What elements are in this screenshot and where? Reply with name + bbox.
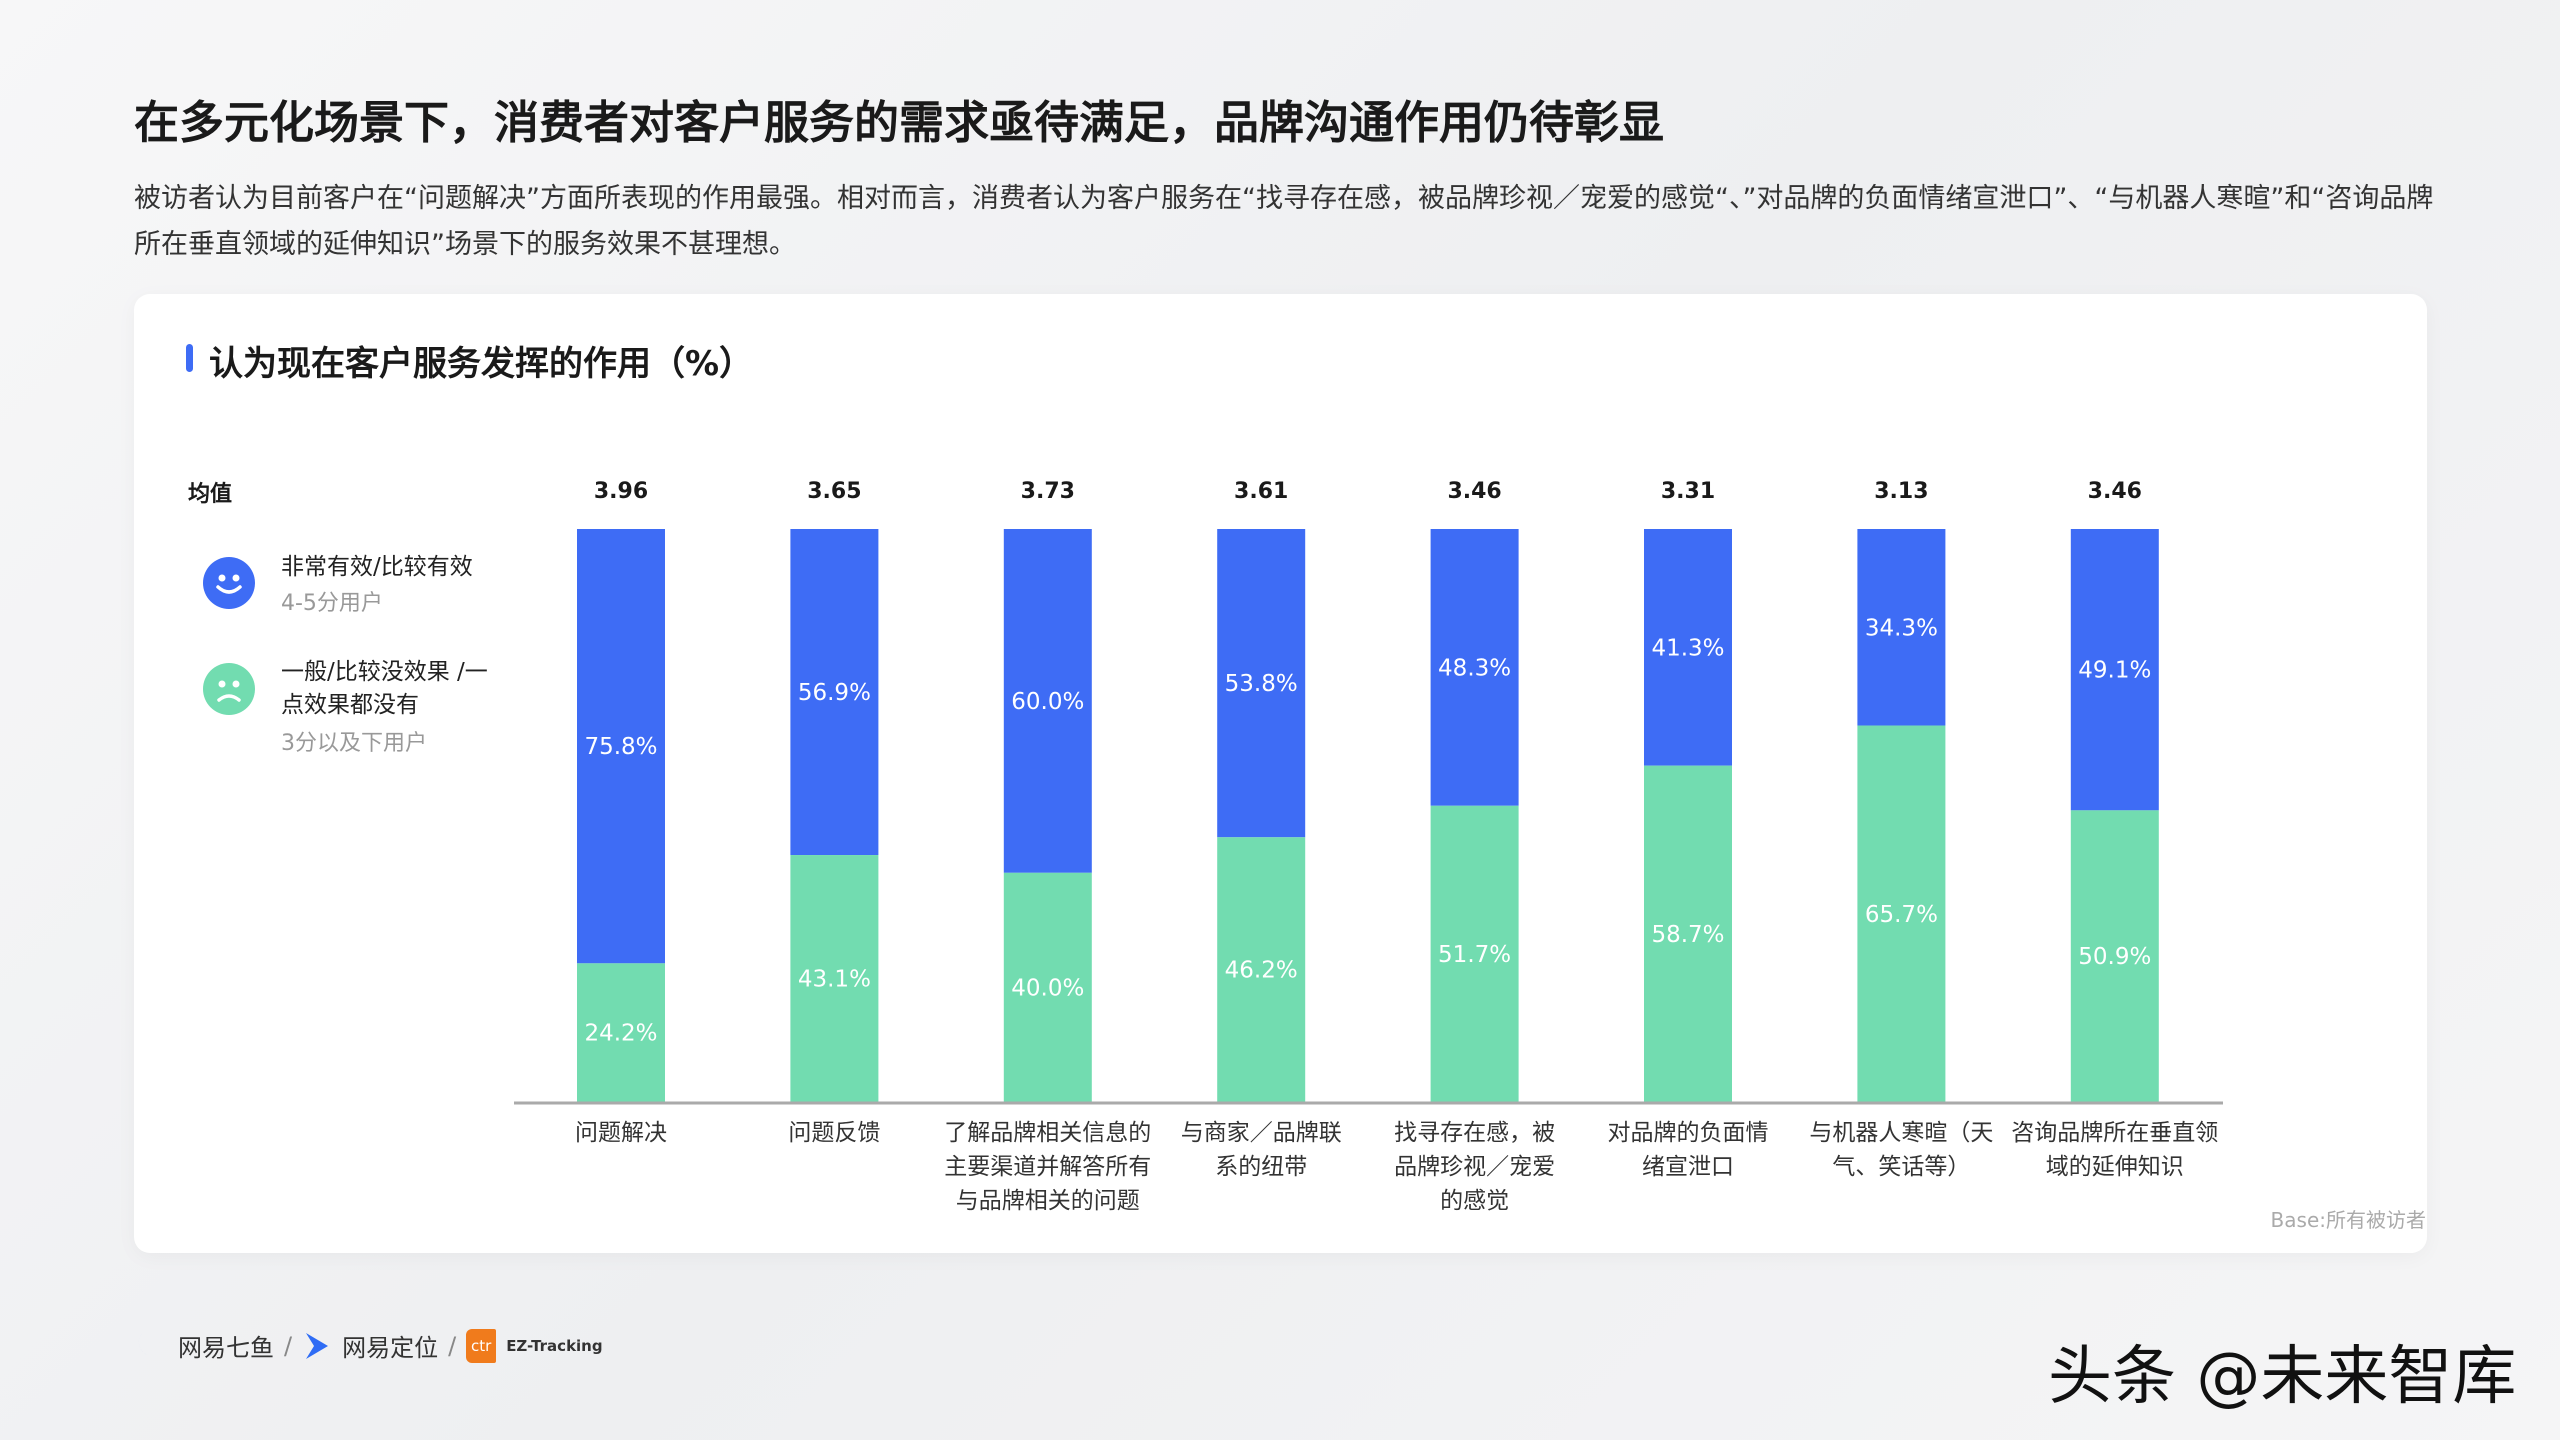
bar-segment-effective — [1857, 529, 1946, 726]
bar-segment-ineffective — [1217, 837, 1306, 1102]
data-label-effective: 34.3% — [1865, 615, 1938, 641]
legend-label-ineffective-2: 点效果都没有 — [281, 692, 419, 718]
mean-value: 3.65 — [807, 479, 861, 504]
category-label: 与品牌相关的问题 — [956, 1188, 1140, 1214]
category-label: 气、笑话等） — [1832, 1154, 1970, 1180]
data-label-effective: 48.3% — [1438, 655, 1511, 681]
legend-label-effective: 非常有效/比较有效 — [281, 554, 473, 580]
data-label-effective: 53.8% — [1225, 671, 1298, 697]
mean-label: 均值 — [188, 482, 233, 507]
page-title: 在多元化场景下，消费者对客户服务的需求亟待满足，品牌沟通作用仍待彰显 — [134, 96, 1665, 149]
data-label-effective: 60.0% — [1011, 689, 1084, 715]
legend-label-ineffective-1: 一般/比较没效果 /一 — [281, 659, 488, 685]
category-label: 域的延伸知识 — [2046, 1154, 2184, 1180]
mean-value: 3.73 — [1021, 479, 1075, 504]
data-label-ineffective: 43.1% — [798, 967, 871, 993]
bar-segment-ineffective — [790, 855, 879, 1102]
separator: / — [284, 1331, 293, 1360]
bar-segment-ineffective — [1003, 872, 1092, 1102]
category-label: 的感觉 — [1440, 1188, 1509, 1214]
data-label-effective: 56.9% — [798, 680, 871, 706]
data-label-ineffective: 40.0% — [1011, 975, 1084, 1001]
sad-face-icon — [203, 663, 255, 715]
data-label-ineffective: 46.2% — [1225, 958, 1298, 984]
category-label: 问题反馈 — [788, 1120, 880, 1146]
chart-title: 认为现在客户服务发挥的作用（%） — [209, 344, 754, 384]
qiyu-logo-icon — [138, 1332, 164, 1356]
data-label-effective: 49.1% — [2078, 658, 2151, 684]
legend-sub-ineffective: 3分以及下用户 — [281, 731, 427, 756]
data-label-ineffective: 50.9% — [2078, 944, 2151, 970]
smile-face-icon — [203, 557, 255, 609]
watermark: 头条 @未来智库 — [2048, 1340, 2517, 1414]
bar-segment-effective — [1003, 529, 1092, 873]
category-label: 问题解决 — [575, 1120, 667, 1146]
category-label: 对品牌的负面情 — [1608, 1120, 1769, 1146]
logo-ez-tracking: EZ-Tracking — [506, 1336, 603, 1355]
bar-segment-ineffective — [577, 963, 665, 1102]
ez-tracking-logo-icon: ctr — [466, 1328, 497, 1363]
bar-segment-effective — [1217, 529, 1306, 838]
bar-segment-effective — [790, 529, 879, 856]
footer-logos: 网易七鱼 / 网易定位 / ctr EZ-Tracking — [134, 1328, 603, 1363]
data-label-ineffective: 65.7% — [1865, 902, 1938, 928]
mean-value: 3.96 — [594, 479, 648, 504]
data-label-ineffective: 51.7% — [1438, 942, 1511, 968]
category-label: 品牌珍视／宠爱 — [1394, 1154, 1555, 1180]
mean-value: 3.46 — [1447, 479, 1501, 504]
dingwei-logo-icon — [306, 1332, 329, 1359]
bar-segment-ineffective — [1644, 765, 1732, 1102]
category-label: 与机器人寒暄（天 — [1809, 1120, 1993, 1146]
data-label-effective: 75.8% — [584, 734, 657, 760]
bar-segment-ineffective — [1857, 725, 1946, 1102]
category-label: 主要渠道并解答所有 — [944, 1154, 1151, 1180]
data-label-ineffective: 24.2% — [584, 1021, 657, 1047]
category-label: 咨询品牌所在垂直领 — [2011, 1120, 2218, 1146]
category-label: 系的纽带 — [1215, 1154, 1307, 1180]
category-label: 了解品牌相关信息的 — [944, 1120, 1151, 1146]
bar-segment-effective — [1644, 529, 1732, 766]
category-label: 与商家／品牌联 — [1181, 1120, 1342, 1146]
data-label-ineffective: 58.7% — [1651, 922, 1724, 948]
logo-qiyu: 网易七鱼 — [178, 1334, 274, 1362]
mean-value: 3.61 — [1234, 479, 1288, 504]
bar-segment-effective — [2070, 529, 2159, 811]
bar-segment-effective — [1430, 529, 1519, 806]
category-label: 绪宣泄口 — [1642, 1154, 1734, 1180]
logo-dingwei: 网易定位 — [342, 1334, 439, 1362]
bar-segment-effective — [577, 529, 665, 964]
bar-segment-ineffective — [1430, 805, 1519, 1102]
legend-sub-effective: 4-5分用户 — [281, 591, 383, 616]
bar-segment-ineffective — [2070, 810, 2159, 1102]
mean-value: 3.46 — [2088, 479, 2142, 504]
mean-value: 3.13 — [1874, 479, 1928, 504]
data-label-effective: 41.3% — [1651, 635, 1724, 661]
mean-value: 3.31 — [1661, 479, 1715, 504]
separator: / — [448, 1331, 457, 1360]
title-accent-bar — [186, 344, 193, 372]
page-description: 被访者认为目前客户在“问题解决”方面所表现的作用最强。相对而言，消费者认为客户服… — [134, 183, 2434, 260]
category-label: 找寻存在感，被 — [1394, 1120, 1555, 1146]
base-note: Base:所有被访者 — [2270, 1208, 2426, 1232]
